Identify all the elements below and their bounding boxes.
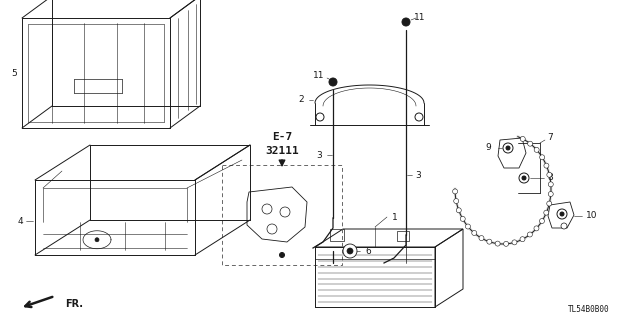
Circle shape: [527, 141, 532, 146]
Text: 3: 3: [316, 151, 322, 160]
Circle shape: [512, 240, 517, 245]
Text: TL54B0B00: TL54B0B00: [568, 306, 610, 315]
Circle shape: [95, 238, 99, 242]
Circle shape: [544, 210, 548, 215]
Circle shape: [495, 241, 500, 246]
Circle shape: [534, 226, 539, 231]
Text: 2: 2: [298, 95, 304, 105]
Circle shape: [547, 201, 552, 206]
Circle shape: [520, 237, 525, 242]
Text: 32111: 32111: [265, 146, 299, 156]
Circle shape: [456, 208, 461, 213]
Circle shape: [534, 147, 539, 152]
Circle shape: [415, 113, 423, 121]
Circle shape: [329, 78, 337, 86]
Text: E-7: E-7: [272, 132, 292, 142]
Circle shape: [454, 198, 459, 204]
Text: 8: 8: [547, 174, 553, 182]
Circle shape: [561, 223, 567, 229]
Text: 5: 5: [11, 69, 17, 78]
Circle shape: [548, 191, 553, 197]
Circle shape: [347, 248, 353, 254]
Circle shape: [503, 143, 513, 153]
Circle shape: [540, 155, 545, 160]
Circle shape: [520, 137, 525, 141]
Text: 10: 10: [586, 211, 598, 220]
Circle shape: [280, 207, 290, 217]
Circle shape: [506, 146, 510, 150]
Circle shape: [547, 172, 552, 177]
Text: 6: 6: [365, 247, 371, 256]
Circle shape: [460, 216, 465, 221]
Circle shape: [522, 176, 526, 180]
Circle shape: [465, 224, 470, 229]
Circle shape: [479, 236, 484, 241]
Text: 3: 3: [415, 170, 421, 180]
Circle shape: [544, 163, 549, 168]
Text: 9: 9: [485, 144, 491, 152]
Circle shape: [557, 209, 567, 219]
Text: 11: 11: [414, 13, 426, 23]
Circle shape: [519, 173, 529, 183]
Text: FR.: FR.: [65, 299, 83, 309]
Circle shape: [343, 244, 357, 258]
Circle shape: [472, 231, 477, 235]
Circle shape: [280, 253, 285, 257]
Text: 1: 1: [392, 212, 398, 221]
Circle shape: [487, 239, 492, 244]
Circle shape: [267, 224, 277, 234]
Circle shape: [504, 241, 509, 246]
Text: 4: 4: [17, 217, 23, 226]
Text: 7: 7: [547, 133, 553, 143]
Circle shape: [527, 232, 532, 237]
Circle shape: [402, 18, 410, 26]
Circle shape: [548, 182, 553, 187]
Bar: [330, 229, 344, 241]
Bar: [222, 165, 342, 265]
Circle shape: [560, 212, 564, 216]
Text: 11: 11: [313, 71, 324, 80]
Bar: [397, 231, 409, 241]
Circle shape: [262, 204, 272, 214]
Circle shape: [316, 113, 324, 121]
Circle shape: [540, 219, 545, 224]
Circle shape: [452, 189, 458, 194]
